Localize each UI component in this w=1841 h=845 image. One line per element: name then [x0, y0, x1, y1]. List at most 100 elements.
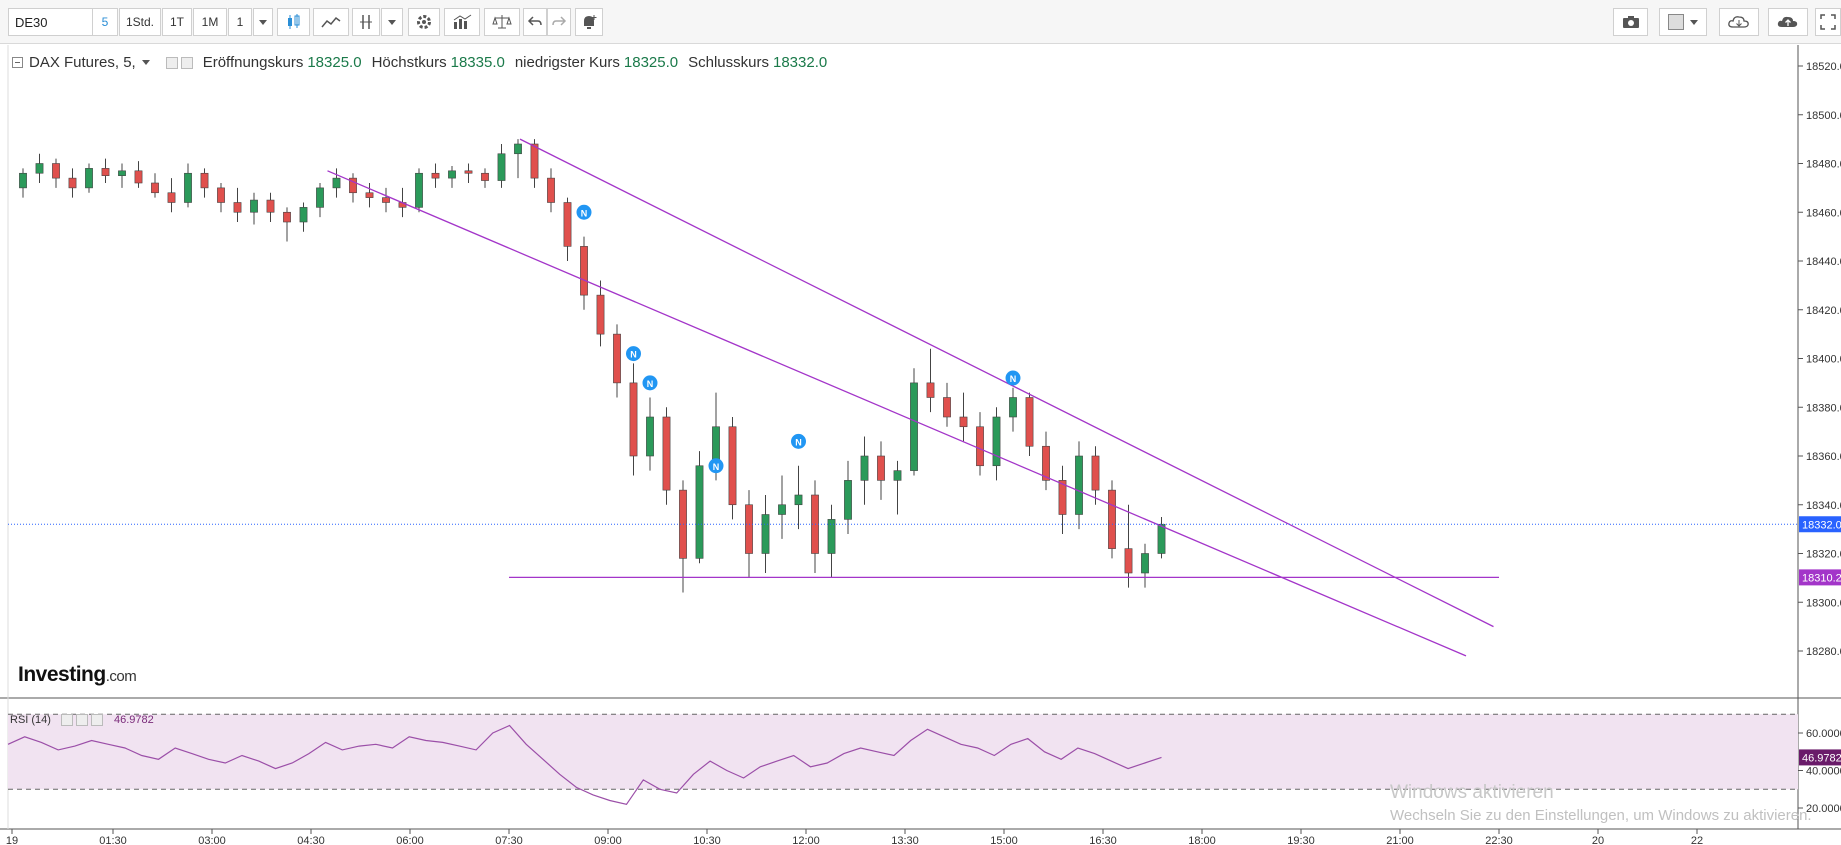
- news-marker-icon: [642, 375, 658, 391]
- candle-body: [167, 192, 176, 203]
- candle-body: [85, 168, 93, 189]
- visibility-icon[interactable]: [165, 56, 178, 69]
- chevron-down-icon: [388, 19, 396, 25]
- settings-button[interactable]: [408, 8, 440, 36]
- candlestick-icon: [287, 14, 299, 29]
- interval-5-button[interactable]: 5: [92, 8, 118, 36]
- candle-body: [349, 177, 357, 194]
- watermark-title: Windows aktivieren: [1390, 782, 1554, 803]
- candle-body: [976, 426, 984, 467]
- horizontal-line-tag: [1799, 569, 1841, 586]
- y-tick-label: 18340.0: [1806, 500, 1841, 512]
- x-tick-label: 01:30: [99, 835, 127, 845]
- camera-icon: [1622, 16, 1639, 28]
- candle-body: [745, 504, 753, 554]
- collapse-icon[interactable]: [12, 57, 23, 68]
- candle-body: [1058, 480, 1067, 515]
- screenshot-button[interactable]: [1613, 8, 1648, 36]
- investing-logo: Investing.com: [18, 663, 137, 686]
- drawing-tool-dropdown[interactable]: [381, 8, 403, 36]
- redo-button[interactable]: [547, 8, 571, 36]
- candle-body: [365, 192, 374, 198]
- redo-icon: [552, 16, 567, 26]
- compare-button[interactable]: [484, 8, 520, 36]
- drawing-tool-button[interactable]: [352, 8, 380, 36]
- symbol-input[interactable]: DE30: [8, 8, 108, 36]
- studies-button[interactable]: [444, 8, 480, 36]
- candle-body: [1091, 455, 1100, 491]
- x-tick-label: 04:30: [297, 835, 325, 845]
- candle-body: [992, 416, 1001, 467]
- chevron-down-icon[interactable]: [141, 60, 150, 65]
- bar-chart-icon: [453, 14, 472, 29]
- current-price-label: 18332.0: [1802, 519, 1841, 531]
- y-tick-label: 18500.0: [1806, 110, 1841, 122]
- y-tick-label: 18360.0: [1806, 451, 1841, 463]
- candle-body: [101, 168, 110, 176]
- rsi-label: RSI (14): [10, 714, 51, 726]
- news-marker-icon: [576, 204, 592, 220]
- news-marker-letter: N: [581, 208, 588, 218]
- candle-body: [1141, 553, 1149, 574]
- undo-icon: [527, 16, 542, 26]
- candle-body: [943, 397, 951, 418]
- x-tick-label: 22: [1691, 835, 1703, 845]
- alert-button[interactable]: [575, 8, 603, 36]
- candle-body: [464, 170, 473, 174]
- candle-body: [1157, 523, 1166, 554]
- candle-body: [844, 480, 852, 520]
- load-chart-button[interactable]: [1719, 8, 1759, 36]
- candle-body: [184, 172, 192, 203]
- interval-1m-button[interactable]: 1M: [193, 8, 227, 36]
- save-chart-button[interactable]: [1768, 8, 1808, 36]
- layout-button[interactable]: [1659, 8, 1707, 36]
- candle-body: [448, 170, 456, 179]
- rsi-visibility-icon[interactable]: [60, 714, 73, 726]
- rsi-close-icon[interactable]: [90, 714, 103, 726]
- interval-multiplier[interactable]: 1: [228, 8, 252, 36]
- legend-title: DAX Futures, 5,: [29, 54, 136, 71]
- rsi-line: [7, 724, 1162, 805]
- y-tick-label: 18420.0: [1806, 305, 1841, 317]
- x-tick-label: 10:30: [693, 835, 721, 845]
- rsi-settings-icon[interactable]: [75, 714, 88, 726]
- y-tick-label: 18300.0: [1806, 597, 1841, 609]
- close-label: Schlusskurs: [688, 54, 769, 71]
- candle-body: [778, 504, 786, 515]
- y-tick-label: 18440.0: [1806, 256, 1841, 268]
- interval-1h-button[interactable]: 1Std.: [119, 8, 161, 36]
- candle-body: [1124, 548, 1133, 574]
- indicator-button[interactable]: [313, 8, 349, 36]
- cloud-download-icon: [1728, 16, 1749, 28]
- rsi-value-label: 46.9782: [1802, 752, 1841, 764]
- candle-body: [547, 177, 555, 203]
- candle-body: [563, 202, 572, 247]
- chevron-down-icon: [1690, 19, 1698, 25]
- current-price-tag: [1799, 516, 1841, 533]
- y-tick-label: 18280.0: [1806, 646, 1841, 658]
- settings-icon[interactable]: [180, 56, 193, 69]
- candle-body: [1108, 489, 1116, 549]
- news-marker-letter: N: [647, 379, 654, 389]
- candle-body: [910, 382, 918, 471]
- cloud-upload-icon: [1777, 16, 1798, 27]
- candle-body: [761, 514, 770, 554]
- candle-body: [52, 163, 60, 179]
- chart-legend: DAX Futures, 5, Eröffnungskurs 18325.0 H…: [12, 54, 837, 71]
- undo-button[interactable]: [523, 8, 547, 36]
- news-marker-icon: [626, 346, 641, 362]
- news-marker-icon: [1005, 370, 1021, 386]
- candle-body: [827, 519, 836, 554]
- candle-type-button[interactable]: [277, 8, 310, 36]
- candle-body: [134, 170, 143, 184]
- crosshair-line-icon: [360, 15, 372, 29]
- candle-body: [382, 197, 390, 203]
- interval-1d-button[interactable]: 1T: [162, 8, 192, 36]
- interval-dropdown-button[interactable]: [253, 8, 273, 36]
- candle-body: [728, 426, 737, 506]
- candle-body: [646, 416, 654, 457]
- x-tick-label: 03:00: [198, 835, 226, 845]
- y-tick-label: 18460.0: [1806, 207, 1841, 219]
- candle-body: [629, 382, 638, 457]
